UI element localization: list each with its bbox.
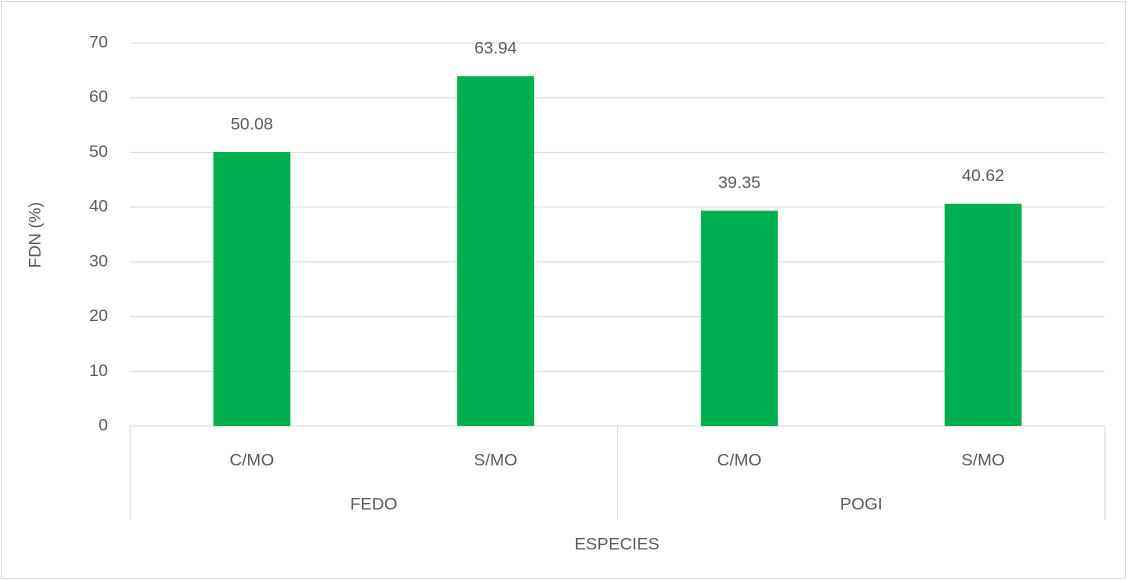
x-tick-label: S/MO <box>474 450 517 469</box>
y-tick-label: 30 <box>89 251 108 270</box>
bar <box>213 151 291 427</box>
x-tick-label: S/MO <box>961 450 1004 469</box>
y-tick-label: 10 <box>89 361 108 380</box>
x-axis-title: ESPECIES <box>574 534 659 553</box>
bar <box>700 210 778 426</box>
data-label: 39.35 <box>718 173 761 192</box>
group-label: POGI <box>840 494 883 513</box>
bar <box>944 203 1022 426</box>
y-tick-label: 20 <box>89 306 108 325</box>
y-tick-label: 0 <box>99 415 108 434</box>
x-tick-label: C/MO <box>230 450 274 469</box>
y-tick-label: 40 <box>89 197 108 216</box>
data-label: 63.94 <box>474 39 517 58</box>
data-label: 40.62 <box>962 166 1005 185</box>
data-label: 50.08 <box>231 114 274 133</box>
y-tick-label: 60 <box>89 87 108 106</box>
x-tick-label: C/MO <box>717 450 761 469</box>
y-axis-title: FDN (%) <box>25 202 44 268</box>
y-tick-label: 50 <box>89 142 108 161</box>
y-tick-label: 70 <box>89 32 108 51</box>
group-label: FEDO <box>350 494 397 513</box>
bar <box>457 76 535 426</box>
